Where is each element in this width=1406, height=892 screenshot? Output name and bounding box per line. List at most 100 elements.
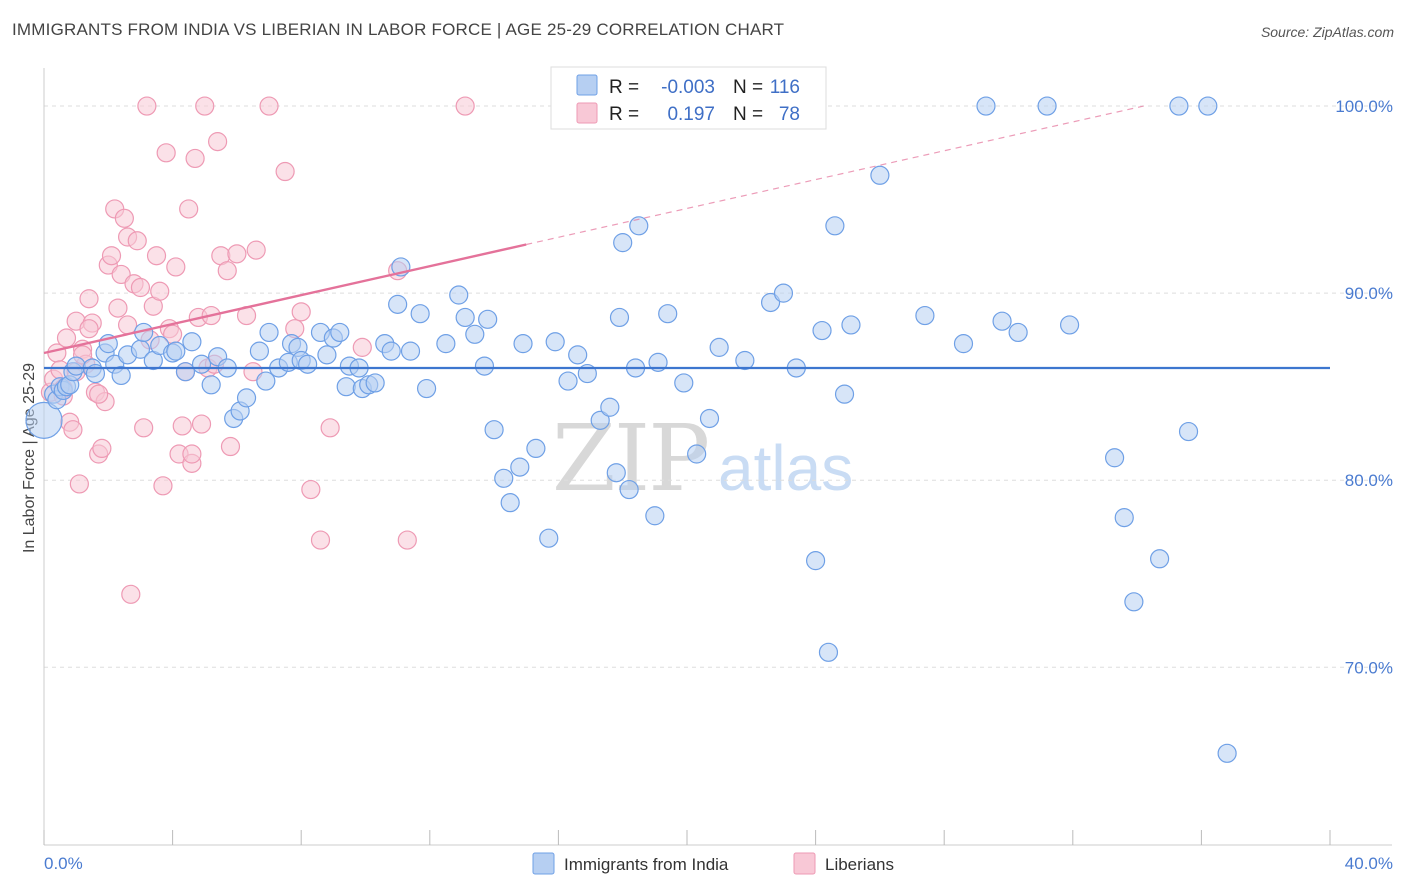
india-point-109[interactable]	[1124, 592, 1144, 612]
india-point-82[interactable]	[645, 506, 665, 526]
india-point-49[interactable]	[365, 373, 385, 393]
india-point-111[interactable]	[1169, 96, 1189, 116]
india-point-104[interactable]	[1008, 322, 1028, 343]
india-point-61[interactable]	[474, 356, 495, 376]
liberian-point-61[interactable]	[301, 479, 321, 500]
liberian-point-25[interactable]	[121, 584, 141, 604]
liberian-point-50[interactable]	[208, 132, 228, 152]
india-point-30[interactable]	[236, 388, 257, 408]
liberian-point-21[interactable]	[108, 298, 128, 318]
india-point-85[interactable]	[674, 373, 694, 393]
liberian-point-54[interactable]	[227, 244, 247, 264]
india-point-78[interactable]	[613, 233, 633, 253]
liberian-point-34[interactable]	[153, 476, 173, 496]
liberian-point-32[interactable]	[146, 246, 167, 266]
india-point-87[interactable]	[699, 408, 720, 429]
india-point-25[interactable]	[201, 375, 221, 395]
india-point-110[interactable]	[1150, 549, 1170, 569]
india-point-103[interactable]	[992, 311, 1012, 331]
liberian-point-58[interactable]	[275, 161, 295, 182]
india-point-74[interactable]	[590, 410, 610, 430]
india-point-94[interactable]	[812, 320, 832, 341]
liberian-point-33[interactable]	[150, 281, 170, 301]
liberian-point-40[interactable]	[172, 416, 192, 436]
india-point-23[interactable]	[182, 332, 202, 352]
liberian-point-57[interactable]	[259, 96, 279, 116]
india-point-56[interactable]	[416, 378, 437, 399]
liberian-point-75[interactable]	[182, 444, 202, 464]
india-point-93[interactable]	[805, 551, 826, 571]
liberian-point-60[interactable]	[291, 302, 311, 322]
india-point-65[interactable]	[500, 493, 520, 513]
india-point-91[interactable]	[773, 283, 794, 303]
india-point-10[interactable]	[85, 363, 106, 384]
india-point-72[interactable]	[568, 345, 588, 365]
india-point-62[interactable]	[478, 309, 498, 329]
india-point-44[interactable]	[336, 377, 356, 397]
india-point-24[interactable]	[191, 354, 212, 374]
india-point-39[interactable]	[298, 354, 318, 374]
india-point-106[interactable]	[1059, 315, 1080, 335]
india-point-54[interactable]	[400, 341, 421, 361]
india-point-90[interactable]	[760, 292, 781, 313]
india-point-107[interactable]	[1104, 448, 1125, 468]
india-point-69[interactable]	[539, 528, 559, 548]
liberian-point-16[interactable]	[92, 438, 112, 459]
liberian-point-7[interactable]	[63, 420, 83, 440]
india-point-98[interactable]	[841, 315, 861, 335]
liberian-point-30[interactable]	[137, 96, 157, 116]
legend-label-india[interactable]: Immigrants from India	[564, 855, 729, 874]
india-point-73[interactable]	[577, 363, 597, 384]
liberian-point-64[interactable]	[352, 337, 372, 357]
india-point-31[interactable]	[249, 341, 270, 361]
liberian-point-44[interactable]	[185, 148, 205, 169]
india-point-101[interactable]	[953, 334, 974, 354]
india-point-52[interactable]	[388, 294, 408, 314]
liberian-point-47[interactable]	[195, 96, 215, 116]
liberian-point-63[interactable]	[320, 418, 340, 438]
liberian-point-9[interactable]	[69, 474, 89, 494]
liberian-point-62[interactable]	[310, 530, 331, 550]
liberian-point-46[interactable]	[191, 414, 212, 434]
india-point-22[interactable]	[175, 362, 196, 382]
india-point-32[interactable]	[256, 371, 276, 391]
india-point-8[interactable]	[66, 356, 86, 376]
india-point-0[interactable]	[25, 401, 63, 439]
india-point-79[interactable]	[619, 479, 639, 500]
india-point-86[interactable]	[687, 444, 707, 464]
liberian-point-52[interactable]	[217, 261, 237, 281]
liberian-point-23[interactable]	[114, 208, 134, 228]
liberian-point-19[interactable]	[101, 246, 122, 266]
india-point-105[interactable]	[1037, 96, 1057, 116]
india-point-114[interactable]	[1217, 743, 1237, 763]
india-point-89[interactable]	[735, 350, 755, 371]
liberian-point-12[interactable]	[79, 289, 99, 309]
india-point-64[interactable]	[494, 468, 514, 488]
india-point-76[interactable]	[606, 463, 626, 483]
india-point-66[interactable]	[510, 457, 530, 477]
liberian-point-53[interactable]	[220, 436, 241, 457]
india-point-84[interactable]	[658, 304, 678, 324]
liberian-point-35[interactable]	[156, 143, 176, 163]
india-point-99[interactable]	[870, 165, 890, 185]
india-point-71[interactable]	[558, 371, 578, 391]
liberian-point-42[interactable]	[179, 199, 199, 219]
india-point-51[interactable]	[381, 341, 401, 361]
liberian-point-38[interactable]	[166, 257, 186, 277]
india-point-43[interactable]	[330, 322, 350, 343]
liberian-point-72[interactable]	[89, 384, 109, 404]
india-point-75[interactable]	[600, 397, 620, 417]
legend-swatch-india[interactable]	[532, 852, 555, 875]
liberian-point-56[interactable]	[246, 240, 266, 260]
india-point-81[interactable]	[629, 216, 649, 236]
india-point-113[interactable]	[1198, 96, 1218, 116]
india-point-55[interactable]	[410, 304, 430, 324]
liberian-point-29[interactable]	[134, 418, 154, 438]
india-point-112[interactable]	[1178, 421, 1199, 442]
liberian-point-73[interactable]	[117, 315, 138, 335]
legend-swatch-liberian[interactable]	[793, 852, 816, 875]
india-point-41[interactable]	[317, 345, 337, 365]
liberian-point-22[interactable]	[111, 264, 131, 285]
india-point-14[interactable]	[111, 365, 131, 386]
india-point-57[interactable]	[436, 334, 456, 354]
